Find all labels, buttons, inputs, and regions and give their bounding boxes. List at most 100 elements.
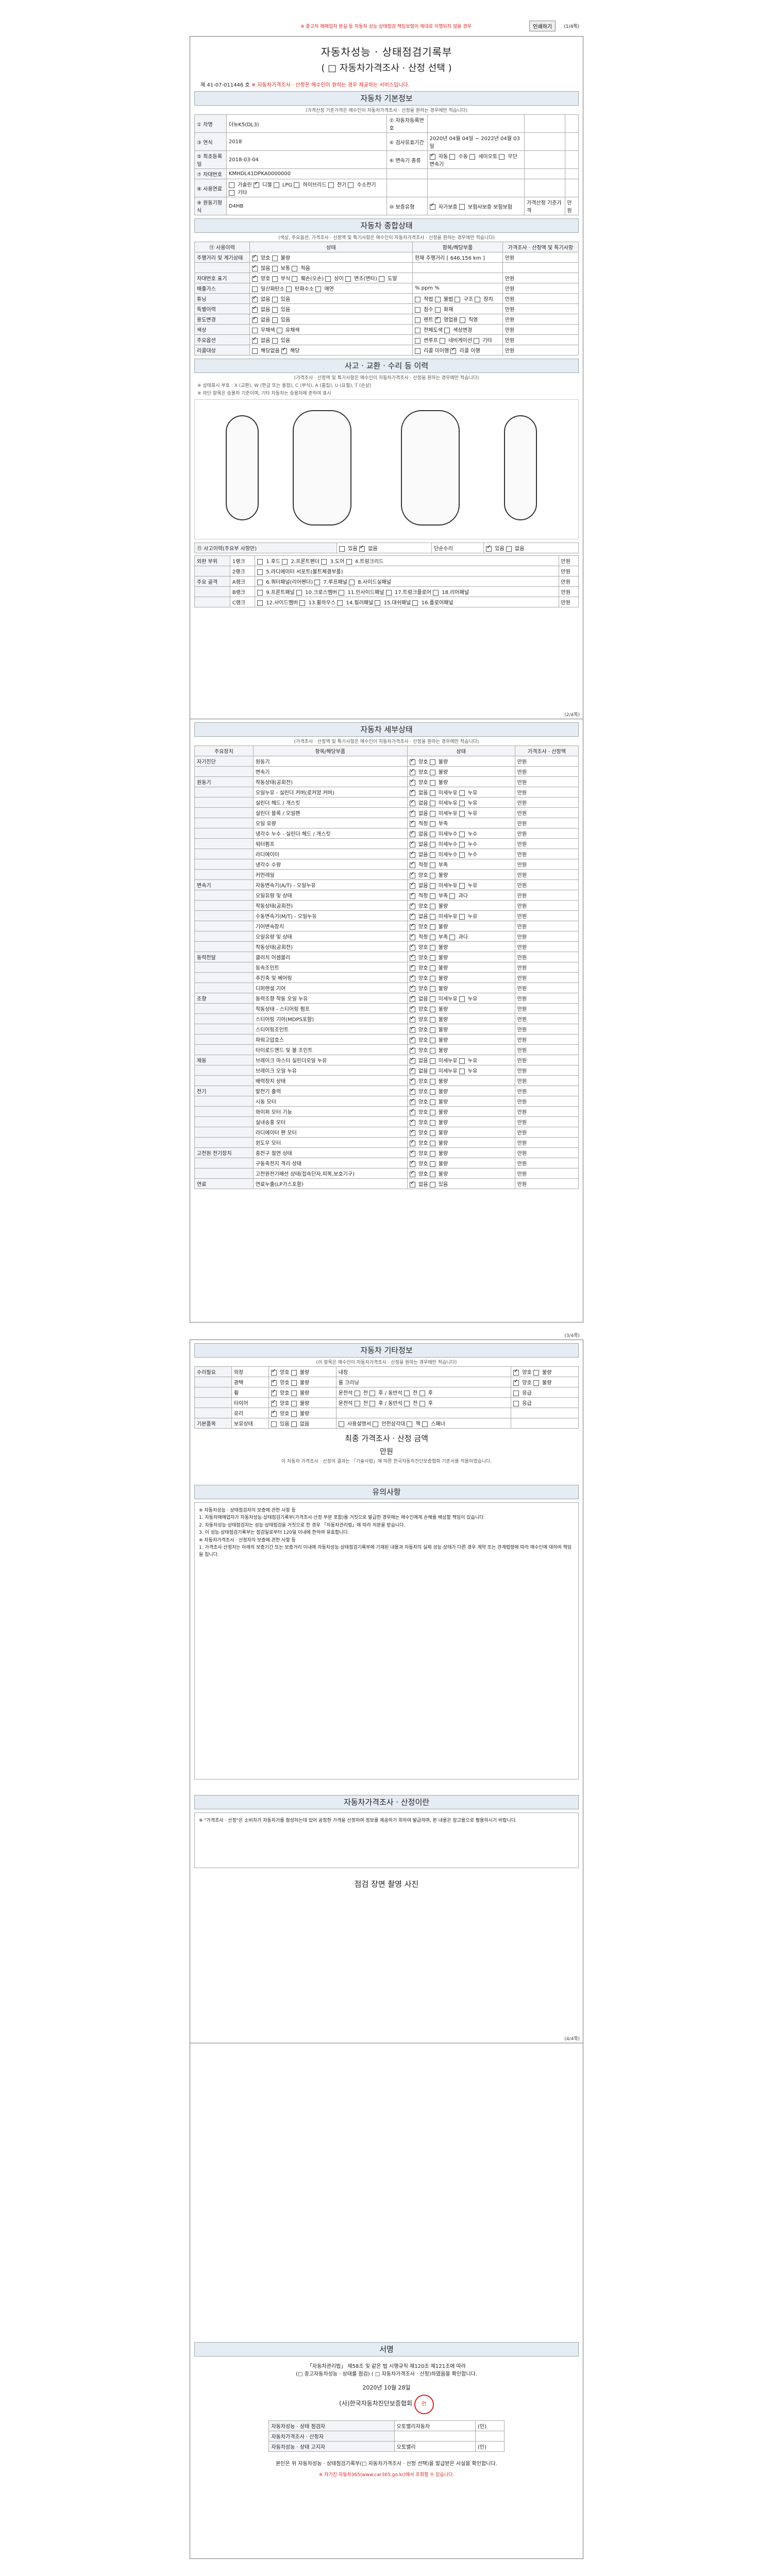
table-cell: 만원 bbox=[514, 931, 579, 942]
checkbox-checked bbox=[409, 1180, 415, 1188]
checkbox-unchecked bbox=[459, 800, 465, 806]
checkbox-unchecked bbox=[429, 779, 435, 786]
checkbox-checked bbox=[409, 1129, 415, 1136]
checkbox-checked bbox=[271, 1379, 277, 1386]
table-cell: 양호 불량 bbox=[511, 1366, 579, 1377]
table-cell: 없음 있음 bbox=[407, 1178, 515, 1189]
page-number: (3/4쪽) bbox=[564, 1333, 580, 1338]
table-cell: 오일유량 및 상태 bbox=[253, 890, 408, 901]
table-cell: 만원 bbox=[502, 324, 579, 335]
checkbox-checked bbox=[409, 1015, 415, 1023]
table-cell bbox=[194, 586, 230, 597]
table-cell: 양호 불량 bbox=[407, 1013, 515, 1024]
checkbox-unchecked bbox=[282, 558, 288, 565]
table-cell: 만원 bbox=[514, 1116, 579, 1127]
table-cell: 양호 불량 bbox=[407, 869, 515, 880]
table-cell: 양호 불량 bbox=[407, 1147, 515, 1158]
table-cell: 오일유량 및 상태 bbox=[253, 931, 408, 942]
page-2: (2/4쪽) 자동차 세부상태 (가격조사 · 산정액 및 특기사항은 매수인이… bbox=[190, 713, 583, 1323]
table-cell bbox=[524, 132, 565, 151]
checkbox-unchecked bbox=[429, 852, 435, 858]
table-cell: 적법 불법 구조 장치 bbox=[412, 293, 503, 304]
table-cell: 만원 bbox=[558, 597, 579, 607]
table-cell: 12.사이드멤버 13.휠하우스 14.필러패널 15.대쉬패널 16.플로어패… bbox=[255, 597, 559, 607]
table-cell: 1.후드 2.프론트펜더 3.도어 4.트렁크리드 bbox=[255, 555, 559, 566]
checkbox-unchecked bbox=[429, 1140, 435, 1146]
table-cell: 기본품목 bbox=[194, 1418, 232, 1429]
table-cell: ⑤ 최초등록일 bbox=[194, 150, 227, 169]
table-cell bbox=[194, 1065, 254, 1076]
table-cell: 만원 bbox=[502, 293, 579, 304]
table-cell: 만원 bbox=[514, 849, 579, 859]
detail-sub: (가격조사 · 산정액 및 특기사항은 매수인이 자동차가격조사 · 산정을 원… bbox=[294, 739, 479, 744]
legend-text: ※ 상태표시 부호 : X (교환), W (판금 또는 용접), C (부식)… bbox=[197, 383, 372, 388]
table-cell: 외판 부위 bbox=[194, 555, 230, 566]
table-cell bbox=[412, 273, 503, 283]
photo-title: 점검 장면 촬영 사진 bbox=[354, 1879, 419, 1889]
column-header: 가격조사 · 산정액 bbox=[514, 745, 579, 756]
table-cell: 스티어링 기어(MDPS포함) bbox=[253, 1013, 408, 1024]
table-cell: 만원 bbox=[514, 859, 579, 870]
table-cell: 만원 bbox=[502, 303, 579, 314]
table-cell: 냉각수 수량 bbox=[253, 859, 408, 870]
checkbox-checked bbox=[281, 347, 287, 354]
table-cell: 자기진단 bbox=[194, 756, 254, 767]
table-cell: 수동변속기(M/T) - 오일누유 bbox=[253, 910, 408, 921]
table-cell: 2018 bbox=[226, 132, 388, 151]
overall-sub: (색상, 주요옵션, 가격조사 · 산정액 및 특기사항은 매수인이 자동차가격… bbox=[278, 235, 495, 241]
checkbox-checked bbox=[409, 985, 415, 992]
checkbox-unchecked bbox=[449, 154, 456, 160]
signatory-row: 자동차성능 · 상태 고지자 오토밸리 (인) bbox=[268, 2441, 505, 2452]
table-cell bbox=[524, 168, 565, 179]
sign-title: 서명 bbox=[194, 2342, 579, 2357]
table-cell bbox=[386, 179, 428, 197]
print-button[interactable]: 인쇄하기 bbox=[529, 21, 556, 31]
checkbox-unchecked bbox=[429, 934, 435, 940]
checkbox-unchecked bbox=[412, 600, 418, 606]
checkbox-unchecked bbox=[346, 558, 352, 565]
table-cell: 배출가스 bbox=[194, 283, 250, 294]
checkbox-unchecked bbox=[444, 327, 450, 333]
company-text: (사)한국자동차진단보증협회 bbox=[339, 2400, 413, 2407]
checkbox-unchecked bbox=[429, 883, 435, 889]
checkbox-checked bbox=[409, 892, 415, 899]
table-cell: 양호 불량 bbox=[407, 921, 515, 931]
table-cell bbox=[194, 962, 254, 973]
table-cell: 배력장치 상태 bbox=[253, 1075, 408, 1086]
table-cell: 클러치 어셈블리 bbox=[253, 952, 408, 962]
table-cell bbox=[194, 1013, 254, 1024]
table-cell bbox=[194, 807, 254, 818]
table-cell bbox=[194, 869, 254, 880]
table-cell: % ppm % bbox=[412, 283, 503, 294]
table-cell bbox=[194, 910, 254, 921]
number-value: 41-07-011446 bbox=[207, 82, 244, 88]
checkbox-unchecked bbox=[228, 182, 234, 188]
table-cell: 침수 화재 bbox=[412, 303, 503, 314]
other-info-row: 유리 양호 불량 bbox=[194, 1408, 579, 1418]
checkbox-checked bbox=[251, 264, 258, 272]
table-cell bbox=[564, 114, 579, 133]
company-name: (사)한국자동차진단보증협회 인 bbox=[190, 2395, 583, 2414]
table-cell: 타이어 bbox=[231, 1397, 269, 1408]
table-cell: 라디에이터 팬 모터 bbox=[253, 1127, 408, 1138]
table-cell: 적정 부족 과다 bbox=[407, 931, 515, 942]
table-cell: 만원 bbox=[558, 555, 579, 566]
table-cell: 양호 불량 bbox=[407, 900, 515, 911]
final-price-unit: 만원 bbox=[380, 1448, 393, 1456]
table-cell bbox=[194, 1397, 232, 1408]
table-cell bbox=[511, 1418, 579, 1429]
table-cell: 고전원 전기장치 bbox=[194, 1147, 254, 1158]
table-cell bbox=[194, 1096, 254, 1107]
table-cell bbox=[194, 787, 254, 798]
checkbox-unchecked bbox=[429, 996, 435, 1002]
checkbox-unchecked bbox=[429, 924, 435, 930]
table-cell: 만원 bbox=[558, 586, 579, 597]
basic-info-row: ① 차명 더뉴K5(DL3) ② 자동차등록번호 bbox=[194, 114, 579, 133]
checkbox-unchecked bbox=[533, 1369, 539, 1376]
